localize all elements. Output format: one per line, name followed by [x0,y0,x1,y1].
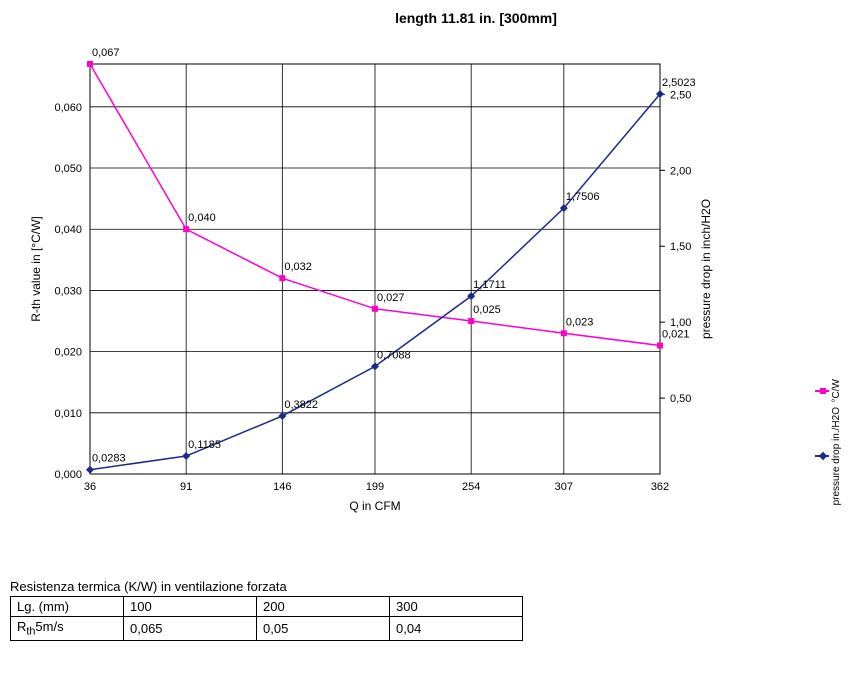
svg-text:1,1711: 1,1711 [473,279,506,291]
table-caption: Resistenza termica (K/W) in ventilazione… [10,579,842,594]
svg-text:1,00: 1,00 [670,317,691,329]
chart-container: 36 91 146 199 254 307 362 0,000 0,010 0,020 0,030 0… [10,34,842,569]
table-cell: 300 [390,597,523,617]
svg-text:0,050: 0,050 [54,163,82,175]
svg-text:0,1185: 0,1185 [188,439,221,451]
svg-text:R-th value in [°C/W]: R-th value in [°C/W] [29,216,43,322]
chart-svg: 36 91 146 199 254 307 362 0,000 0,010 0,020 0,030 0… [10,34,790,564]
svg-text:362: 362 [651,481,669,493]
svg-text:254: 254 [462,481,480,493]
svg-text:146: 146 [273,481,291,493]
table-cell: Lg. (mm) [11,597,124,617]
legend-item-pd: pressure drop in./H2O [815,407,842,505]
table-cell: 0,04 [390,617,523,641]
svg-text:0,7088: 0,7088 [377,349,411,361]
svg-text:91: 91 [180,481,192,493]
thermal-resistance-table: Lg. (mm) 100 200 300 Rth5m/s 0,065 0,05 … [10,596,523,641]
svg-text:Q in CFM: Q in CFM [349,499,400,513]
table-cell: 100 [124,597,257,617]
svg-text:0,040: 0,040 [54,224,82,236]
legend-label-rth: °C/W [831,379,842,402]
svg-text:0,010: 0,010 [54,408,82,420]
table-cell: 0,05 [257,617,390,641]
svg-text:1,50: 1,50 [670,241,691,253]
svg-text:0,3822: 0,3822 [284,399,318,411]
table-row: Lg. (mm) 100 200 300 [11,597,523,617]
svg-text:0,032: 0,032 [284,261,312,273]
svg-text:0,023: 0,023 [566,316,594,328]
svg-text:0,020: 0,020 [54,347,82,359]
svg-text:0,025: 0,025 [473,304,501,316]
legend: °C/W pressure drop in./H2O [815,375,842,509]
svg-text:0,040: 0,040 [188,212,216,224]
svg-text:199: 199 [366,481,384,493]
svg-text:1,7506: 1,7506 [566,191,600,203]
svg-text:36: 36 [84,481,96,493]
svg-text:0,50: 0,50 [670,393,691,405]
svg-text:0,030: 0,030 [54,285,82,297]
svg-text:pressure drop in inch/H2O: pressure drop in inch/H2O [699,199,713,339]
svg-text:307: 307 [555,481,573,493]
svg-text:2,00: 2,00 [670,165,691,177]
svg-text:0,060: 0,060 [54,102,82,114]
chart-title: length 11.81 in. [300mm] [10,10,842,26]
table-cell: Rth5m/s [11,617,124,641]
svg-text:2,5023: 2,5023 [662,77,696,89]
table-cell: 200 [257,597,390,617]
svg-text:0,067: 0,067 [92,47,120,59]
svg-text:0,0283: 0,0283 [92,453,126,465]
svg-text:0,000: 0,000 [54,469,82,481]
table-cell: 0,065 [124,617,257,641]
legend-label-pd: pressure drop in./H2O [831,407,842,505]
svg-text:0,027: 0,027 [377,292,405,304]
svg-text:0,021: 0,021 [662,328,690,340]
legend-item-rth: °C/W [815,379,842,402]
svg-text:2,50: 2,50 [670,89,691,101]
table-row: Rth5m/s 0,065 0,05 0,04 [11,617,523,641]
